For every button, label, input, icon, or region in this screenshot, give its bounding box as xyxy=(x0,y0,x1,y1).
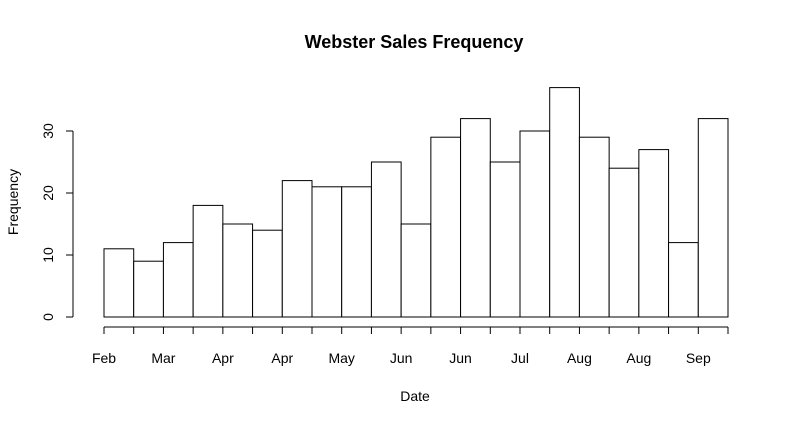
bar-11 xyxy=(400,223,432,318)
x-tick-label: Mar xyxy=(151,350,175,366)
chart-title: Webster Sales Frequency xyxy=(305,32,524,52)
y-tick-label: 0 xyxy=(40,313,56,321)
x-tick-label: Aug xyxy=(567,350,592,366)
x-tick-label: May xyxy=(328,350,354,366)
x-axis-label: Date xyxy=(400,388,430,404)
x-tick-label: Sep xyxy=(686,350,711,366)
x-tick-label: Jul xyxy=(511,350,529,366)
x-tick-label: Jun xyxy=(390,350,413,366)
y-axis: 0 10 20 30 xyxy=(40,123,74,321)
bar-21 xyxy=(697,118,729,318)
bar-1 xyxy=(103,248,135,318)
bar-13 xyxy=(460,118,491,318)
bar-14 xyxy=(489,161,521,318)
x-axis: Feb Mar Apr Apr May Jun Jun Jul Aug Aug Sep xyxy=(92,326,729,366)
bar-20 xyxy=(668,242,699,318)
bar-15 xyxy=(519,130,551,318)
bar-18 xyxy=(608,167,640,318)
x-tick-label: Apr xyxy=(212,350,234,366)
bar-9 xyxy=(341,186,372,318)
bar-12 xyxy=(430,136,462,318)
x-tick-label: Feb xyxy=(92,350,116,366)
y-tick-label: 30 xyxy=(40,123,56,139)
x-tick-label: Jun xyxy=(449,350,472,366)
y-axis-label: Frequency xyxy=(5,169,21,235)
x-tick-label: Aug xyxy=(626,350,651,366)
bar-19 xyxy=(638,149,670,318)
bars-group xyxy=(103,87,729,318)
y-tick-label: 10 xyxy=(40,247,56,263)
y-tick-label: 20 xyxy=(40,185,56,201)
bar-10 xyxy=(370,161,402,318)
bar-4 xyxy=(192,204,224,318)
bar-6 xyxy=(252,229,283,318)
x-tick-label: Apr xyxy=(271,350,293,366)
bar-8 xyxy=(311,186,343,318)
bar-3 xyxy=(162,242,194,318)
bar-5 xyxy=(222,223,254,318)
bar-2 xyxy=(133,260,164,318)
bar-7 xyxy=(281,180,313,318)
bar-17 xyxy=(578,136,610,318)
bar-16 xyxy=(549,87,580,318)
